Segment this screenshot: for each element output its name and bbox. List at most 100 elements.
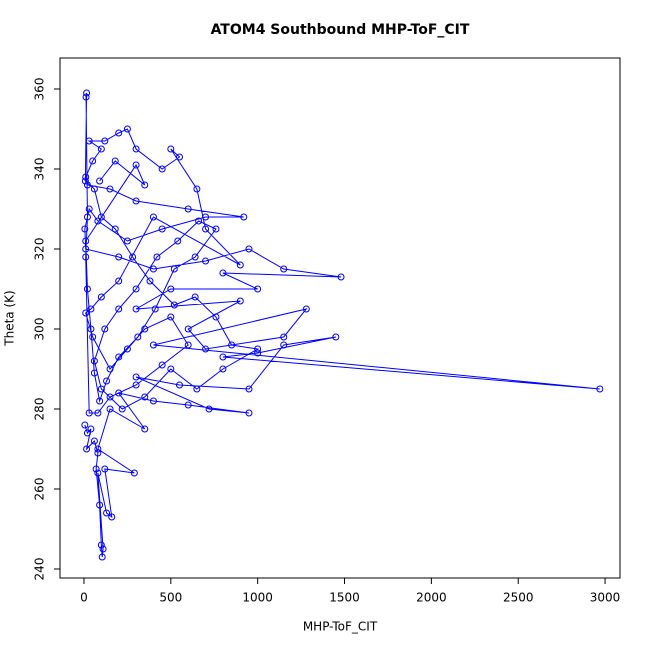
data-point xyxy=(82,253,90,261)
data-point xyxy=(228,341,236,349)
data-point xyxy=(174,237,182,245)
data-point xyxy=(158,361,166,369)
x-tick-label: 1500 xyxy=(329,591,360,605)
data-point xyxy=(90,437,98,445)
data-point xyxy=(97,145,105,153)
data-point xyxy=(193,385,201,393)
data-point xyxy=(149,397,157,405)
data-point xyxy=(94,445,102,453)
data-point xyxy=(106,365,114,373)
data-point xyxy=(94,409,102,417)
y-tick-label: 340 xyxy=(33,158,47,181)
data-point xyxy=(132,145,140,153)
data-point xyxy=(240,213,248,221)
data-point xyxy=(83,181,91,189)
data-point xyxy=(83,285,91,293)
data-point xyxy=(254,349,262,357)
chart-title: ATOM4 Southbound MHP-ToF_CIT xyxy=(211,22,470,38)
data-point xyxy=(245,245,253,253)
data-point xyxy=(176,381,184,389)
y-tick-label: 260 xyxy=(33,478,47,501)
data-point xyxy=(195,217,203,225)
data-point xyxy=(82,309,90,317)
data-point xyxy=(92,465,100,473)
data-point xyxy=(85,137,93,145)
y-tick-label: 240 xyxy=(33,558,47,581)
data-point xyxy=(219,353,227,361)
data-point xyxy=(82,93,90,101)
data-point xyxy=(94,469,102,477)
data-point xyxy=(153,253,161,261)
data-point xyxy=(85,409,93,417)
data-point xyxy=(103,377,111,385)
data-point xyxy=(132,381,140,389)
data-point xyxy=(202,257,210,265)
data-point xyxy=(167,145,175,153)
y-tick-label: 360 xyxy=(33,78,47,101)
data-point xyxy=(337,273,345,281)
data-point xyxy=(219,365,227,373)
data-point xyxy=(94,449,102,457)
y-axis-label: Theta (K) xyxy=(3,290,17,346)
x-tick-label: 500 xyxy=(159,591,182,605)
data-point xyxy=(141,425,149,433)
data-point xyxy=(111,225,119,233)
data-point xyxy=(184,205,192,213)
data-point xyxy=(158,165,166,173)
data-point xyxy=(132,285,140,293)
data-point xyxy=(87,425,95,433)
data-point xyxy=(167,313,175,321)
data-point xyxy=(167,285,175,293)
x-tick-label: 0 xyxy=(80,591,88,605)
data-point xyxy=(123,125,131,133)
data-point xyxy=(202,345,210,353)
data-point xyxy=(99,545,107,553)
data-point xyxy=(115,277,123,285)
data-point xyxy=(184,341,192,349)
data-point xyxy=(236,297,244,305)
data-point xyxy=(191,253,199,261)
data-point xyxy=(96,397,104,405)
data-point xyxy=(212,225,220,233)
y-tick-label: 300 xyxy=(33,318,47,341)
data-point xyxy=(97,293,105,301)
data-point xyxy=(101,137,109,145)
data-point xyxy=(97,385,105,393)
data-point xyxy=(245,385,253,393)
data-point xyxy=(115,353,123,361)
data-point xyxy=(101,465,109,473)
data-point xyxy=(167,365,175,373)
data-point xyxy=(151,305,159,313)
data-point xyxy=(280,341,288,349)
data-point xyxy=(85,205,93,213)
data-point xyxy=(170,265,178,273)
data-point xyxy=(191,293,199,301)
data-point xyxy=(130,469,138,477)
data-point xyxy=(97,541,105,549)
data-point xyxy=(81,225,89,233)
data-point xyxy=(149,213,157,221)
data-point xyxy=(302,305,310,313)
data-point xyxy=(254,345,262,353)
data-point xyxy=(205,405,213,413)
data-point xyxy=(103,509,111,517)
data-point xyxy=(82,173,90,181)
data-point xyxy=(115,305,123,313)
data-point xyxy=(202,213,210,221)
data-point xyxy=(90,369,98,377)
x-axis-label: MHP-ToF_CIT xyxy=(303,620,378,634)
data-point xyxy=(132,305,140,313)
series-line xyxy=(84,92,600,558)
data-point xyxy=(82,237,90,245)
data-point xyxy=(219,269,227,277)
data-point xyxy=(149,265,157,273)
data-point xyxy=(83,213,91,221)
data-point xyxy=(101,325,109,333)
data-point xyxy=(81,177,89,185)
data-point xyxy=(184,325,192,333)
data-point xyxy=(97,213,105,221)
x-tick-label: 2500 xyxy=(503,591,534,605)
data-point xyxy=(202,225,210,233)
data-point xyxy=(596,385,604,393)
y-tick-label: 320 xyxy=(33,238,47,261)
